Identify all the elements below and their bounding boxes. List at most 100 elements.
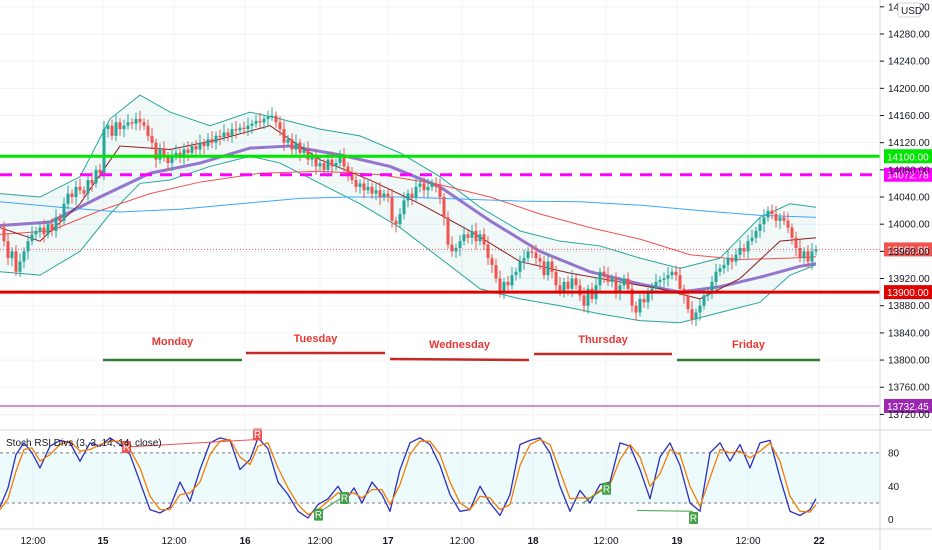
candle[interactable] [162, 149, 166, 157]
candle[interactable] [74, 186, 78, 198]
candle[interactable] [678, 275, 682, 289]
candle[interactable] [246, 125, 250, 130]
candle[interactable] [774, 214, 778, 221]
candle[interactable] [778, 217, 782, 221]
candle[interactable] [14, 251, 18, 272]
candle[interactable] [490, 258, 494, 265]
candle[interactable] [638, 298, 642, 313]
candle[interactable] [378, 190, 382, 198]
candle[interactable] [294, 142, 298, 150]
candle[interactable] [802, 251, 806, 259]
candle[interactable] [790, 227, 794, 238]
candle[interactable] [422, 183, 426, 191]
candle[interactable] [222, 132, 226, 138]
candle[interactable] [470, 230, 474, 238]
candle[interactable] [650, 288, 654, 293]
currency-box[interactable] [897, 2, 921, 18]
candle[interactable] [338, 156, 342, 164]
candle[interactable] [370, 186, 374, 194]
candle[interactable] [38, 227, 42, 231]
candle[interactable] [710, 281, 714, 293]
candle[interactable] [266, 116, 270, 119]
candle[interactable] [142, 122, 146, 126]
candle[interactable] [458, 241, 462, 248]
candle[interactable] [66, 193, 70, 204]
candle[interactable] [114, 122, 118, 136]
candle[interactable] [50, 224, 54, 231]
candle[interactable] [758, 224, 762, 231]
divergence-marker[interactable] [253, 428, 262, 441]
candle[interactable] [534, 252, 538, 259]
candle[interactable] [350, 173, 354, 181]
candle[interactable] [58, 217, 62, 221]
candle[interactable] [358, 183, 362, 187]
candle[interactable] [82, 190, 86, 194]
candle[interactable] [326, 159, 330, 170]
candle[interactable] [418, 183, 422, 187]
candle[interactable] [138, 118, 142, 123]
candle[interactable] [302, 149, 306, 153]
candle[interactable] [506, 281, 510, 286]
candle[interactable] [626, 278, 630, 289]
candle[interactable] [614, 278, 618, 293]
candle[interactable] [346, 166, 350, 174]
candle[interactable] [122, 125, 126, 130]
candle[interactable] [90, 180, 94, 184]
candle[interactable] [438, 186, 442, 198]
candle[interactable] [582, 295, 586, 306]
candle[interactable] [278, 122, 282, 130]
candle[interactable] [54, 217, 58, 231]
candle[interactable] [218, 135, 222, 138]
candle[interactable] [30, 234, 34, 242]
candle[interactable] [514, 271, 518, 276]
candle[interactable] [494, 264, 498, 279]
candle[interactable] [18, 261, 22, 272]
candle[interactable] [542, 261, 546, 276]
candle[interactable] [170, 156, 174, 164]
candle[interactable] [466, 234, 470, 238]
candle[interactable] [478, 234, 482, 242]
candle[interactable] [102, 129, 106, 174]
candle[interactable] [86, 180, 90, 194]
candle[interactable] [662, 278, 666, 280]
candle[interactable] [586, 288, 590, 306]
candle[interactable] [670, 271, 674, 276]
candle[interactable] [26, 241, 30, 252]
candle[interactable] [602, 271, 606, 276]
candle[interactable] [154, 142, 158, 160]
candle[interactable] [282, 129, 286, 143]
candle[interactable] [658, 279, 662, 282]
candle[interactable] [190, 146, 194, 153]
candle[interactable] [46, 224, 50, 235]
candle[interactable] [434, 183, 438, 187]
candle[interactable] [810, 251, 814, 262]
candle[interactable] [570, 278, 574, 289]
candle[interactable] [562, 281, 566, 293]
candle[interactable] [482, 234, 486, 245]
candle[interactable] [322, 163, 326, 170]
candle[interactable] [290, 139, 294, 150]
candle[interactable] [262, 118, 266, 123]
divergence-marker[interactable] [689, 511, 698, 524]
candle[interactable] [694, 312, 698, 320]
candle[interactable] [22, 251, 26, 262]
candle[interactable] [630, 288, 634, 306]
candle[interactable] [314, 156, 318, 167]
divergence-marker[interactable] [314, 508, 323, 521]
candle[interactable] [718, 268, 722, 272]
candle[interactable] [578, 285, 582, 296]
candle[interactable] [538, 258, 542, 262]
candle[interactable] [126, 122, 130, 126]
candle[interactable] [550, 261, 554, 272]
candle[interactable] [186, 149, 190, 153]
candle[interactable] [42, 227, 46, 235]
candle[interactable] [402, 200, 406, 214]
candle[interactable] [250, 123, 254, 126]
candle[interactable] [386, 193, 390, 198]
candle[interactable] [254, 120, 258, 124]
candle[interactable] [6, 241, 10, 259]
candle[interactable] [354, 180, 358, 187]
candle[interactable] [690, 309, 694, 320]
candle[interactable] [110, 125, 114, 136]
